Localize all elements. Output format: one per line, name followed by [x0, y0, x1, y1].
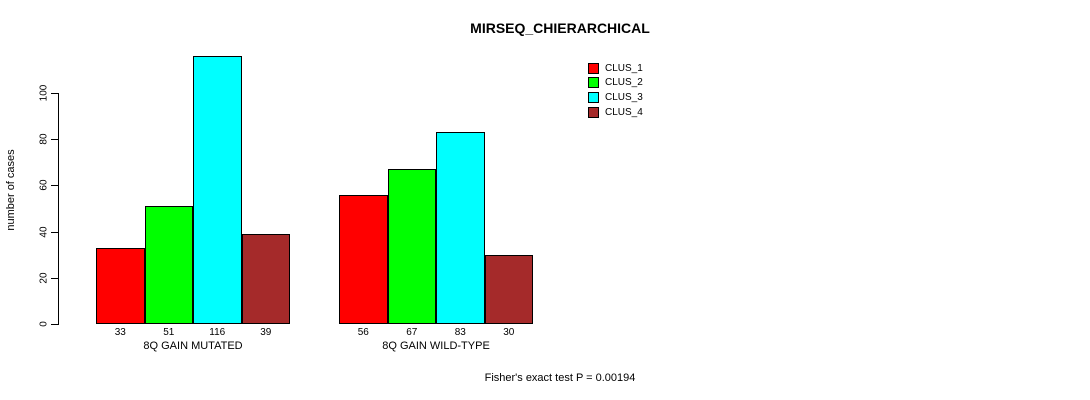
- bar-clus_3-group1: [193, 56, 242, 324]
- y-tick: [51, 139, 58, 141]
- y-tick-label: 0: [38, 321, 50, 327]
- y-tick-label: 20: [38, 272, 50, 284]
- legend-swatch-clus_4: [588, 106, 599, 118]
- bar-value-label: 33: [114, 327, 126, 338]
- y-axis-line: [58, 93, 59, 325]
- x-group-label: 8Q GAIN MUTATED: [143, 340, 243, 352]
- legend: CLUS_1 CLUS_2 CLUS_3 CLUS_4: [588, 61, 643, 119]
- y-tick: [51, 324, 58, 325]
- legend-item-clus_1: CLUS_1: [588, 61, 643, 76]
- bar-clus_2-group1: [144, 206, 193, 324]
- bar-value-label: 51: [163, 327, 175, 338]
- legend-item-clus_4: CLUS_4: [588, 105, 643, 120]
- y-tick: [51, 231, 58, 233]
- bar-clus_1-group1: [96, 247, 145, 324]
- bar-value-label: 30: [503, 327, 515, 338]
- y-tick-label: 40: [38, 226, 50, 238]
- y-axis-title: number of cases: [5, 149, 17, 231]
- y-tick: [51, 93, 58, 94]
- legend-label: CLUS_4: [605, 106, 643, 118]
- bar-value-label: 67: [406, 327, 418, 338]
- y-tick-label: 60: [38, 179, 50, 191]
- bar-value-label: 116: [209, 327, 226, 338]
- bar-clus_1-group2: [339, 194, 388, 324]
- legend-label: CLUS_3: [605, 91, 643, 103]
- p-value-annotation: Fisher's exact test P = 0.00194: [484, 372, 636, 384]
- x-group-label: 8Q GAIN WILD-TYPE: [382, 340, 490, 352]
- legend-swatch-clus_2: [588, 77, 599, 89]
- legend-swatch-clus_3: [588, 91, 599, 103]
- legend-item-clus_2: CLUS_2: [588, 76, 643, 91]
- legend-label: CLUS_1: [605, 62, 643, 74]
- y-tick-label: 80: [38, 133, 50, 145]
- chart-title: MIRSEQ_CHIERARCHICAL: [470, 20, 650, 36]
- bar-clus_4-group2: [484, 254, 533, 324]
- y-tick-label: 100: [38, 84, 50, 102]
- bar-value-label: 39: [260, 327, 272, 338]
- legend-label: CLUS_2: [605, 77, 643, 89]
- legend-item-clus_3: CLUS_3: [588, 90, 643, 105]
- bar-value-label: 56: [357, 327, 369, 338]
- y-tick: [51, 185, 58, 187]
- bar-clus_3-group2: [436, 132, 485, 324]
- y-tick: [51, 277, 58, 279]
- bar-value-label: 83: [454, 327, 466, 338]
- legend-swatch-clus_1: [588, 62, 599, 74]
- bar-clus_2-group2: [387, 169, 436, 324]
- bar-clus_4-group1: [241, 233, 290, 324]
